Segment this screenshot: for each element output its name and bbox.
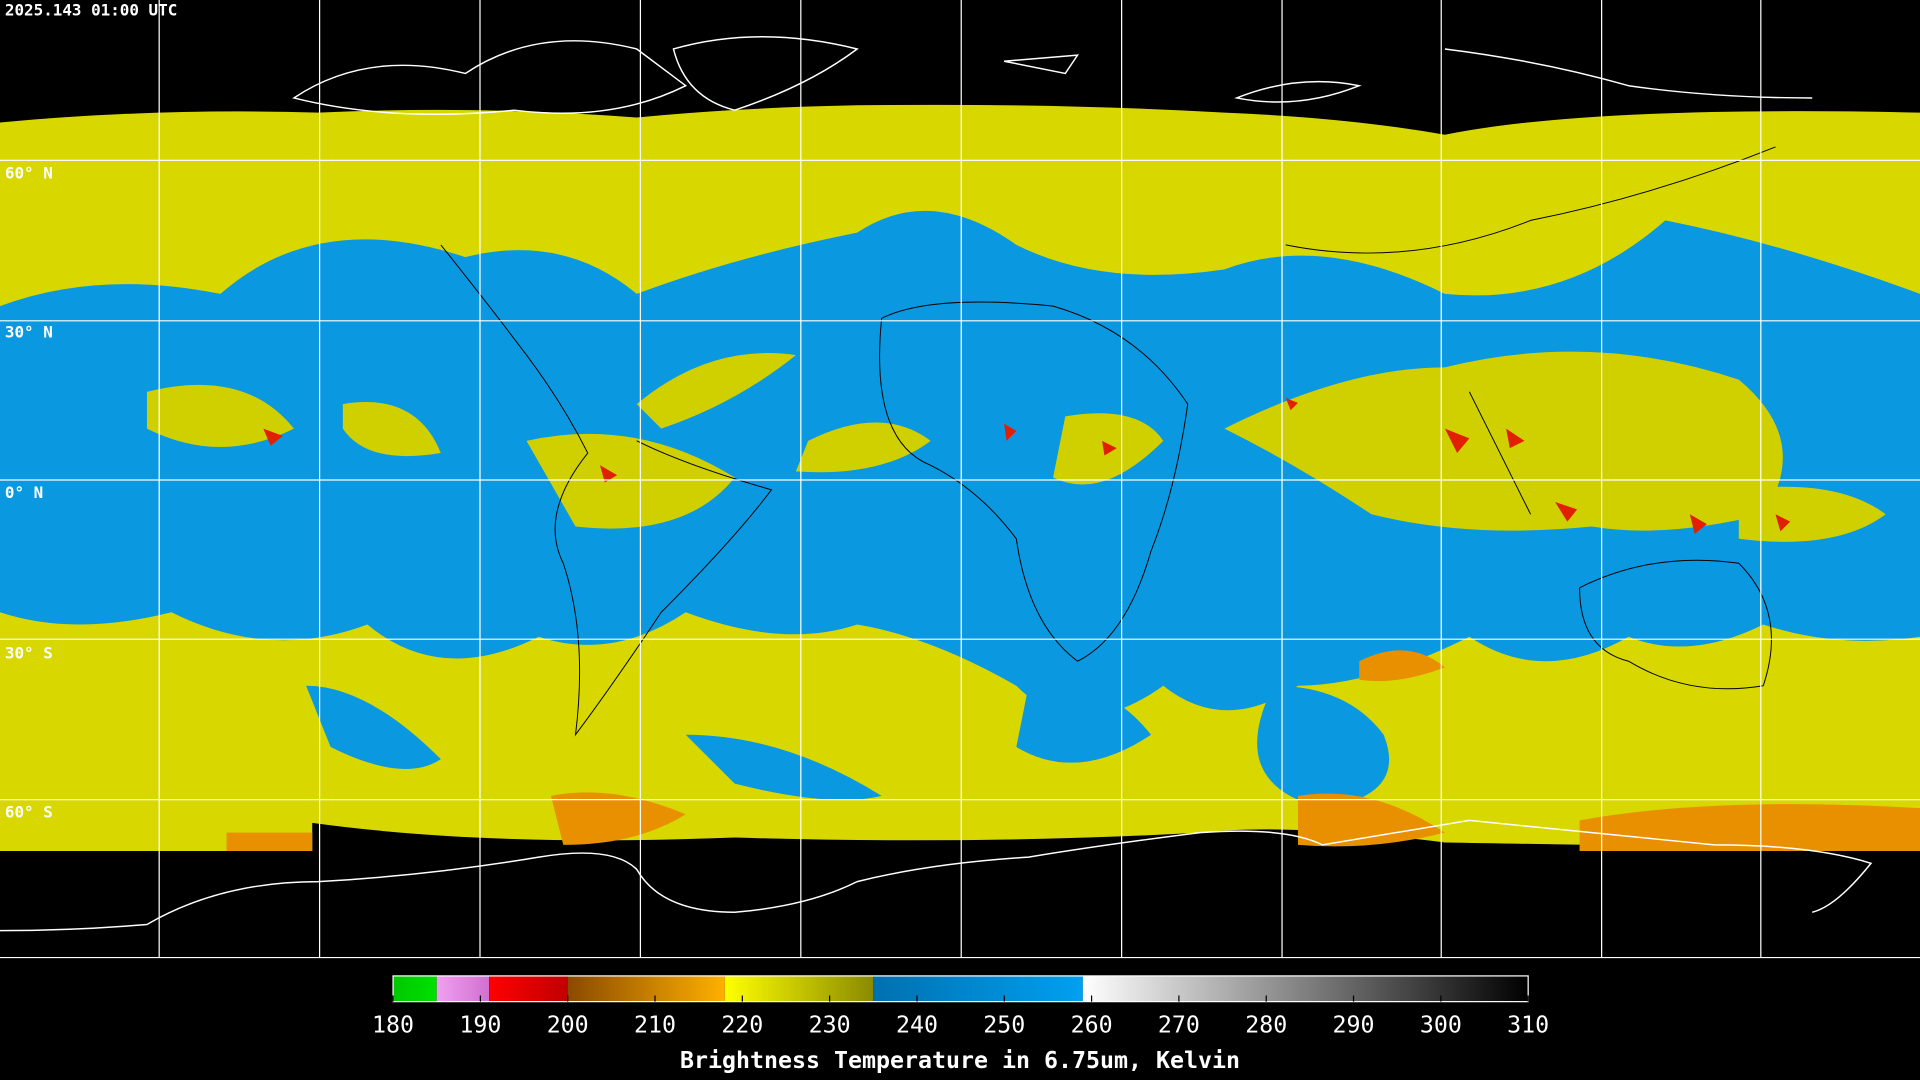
latitude-label: 60° N — [5, 163, 53, 182]
colorbar-segment — [489, 975, 568, 1002]
latitude-label: 30° S — [5, 643, 53, 662]
latitude-label: 30° N — [5, 323, 53, 342]
colorbar-segment — [436, 975, 490, 1002]
colorbar-tick-label: 230 — [809, 1012, 851, 1039]
colorbar-segment — [393, 975, 437, 1002]
colorbar-tick-label: 280 — [1245, 1012, 1287, 1039]
timestamp: 2025.143 01:00 UTC — [5, 1, 177, 20]
colorbar-tick-label: 300 — [1420, 1012, 1462, 1039]
colorbar-tick-label: 310 — [1507, 1012, 1549, 1039]
colorbar-tick-label: 260 — [1071, 1012, 1113, 1039]
graticule — [0, 0, 1920, 959]
colorbar-tick-label: 250 — [983, 1012, 1025, 1039]
colorbar-tick-label: 240 — [896, 1012, 938, 1039]
colorbar: 180 190 200 210 220 230 240 250 260 270 280 290 300 3… — [372, 975, 1549, 1039]
colorbar-tick-label: 290 — [1333, 1012, 1375, 1039]
colorbar-tick-label: 270 — [1158, 1012, 1200, 1039]
colorbar-segment — [567, 975, 725, 1002]
colorbar-label: Brightness Temperature in 6.75um, Kelvin — [680, 1047, 1240, 1074]
colorbar-tick-label: 220 — [721, 1012, 763, 1039]
latitude-label: 0° N — [5, 483, 43, 502]
colorbar-tick-label: 200 — [547, 1012, 589, 1039]
latitude-label: 60° S — [5, 803, 53, 822]
colorbar-segment — [724, 975, 874, 1002]
colorbar-tick-label: 210 — [634, 1012, 676, 1039]
coastlines — [0, 36, 1873, 932]
colorbar-tick-label: 180 — [372, 1012, 414, 1039]
colorbar-tick-label: 190 — [459, 1012, 501, 1039]
imagery — [0, 104, 1920, 852]
colorbar-frame — [392, 975, 1529, 1003]
colorbar-segment — [873, 975, 1083, 1002]
colorbar-segment — [1082, 975, 1529, 1002]
